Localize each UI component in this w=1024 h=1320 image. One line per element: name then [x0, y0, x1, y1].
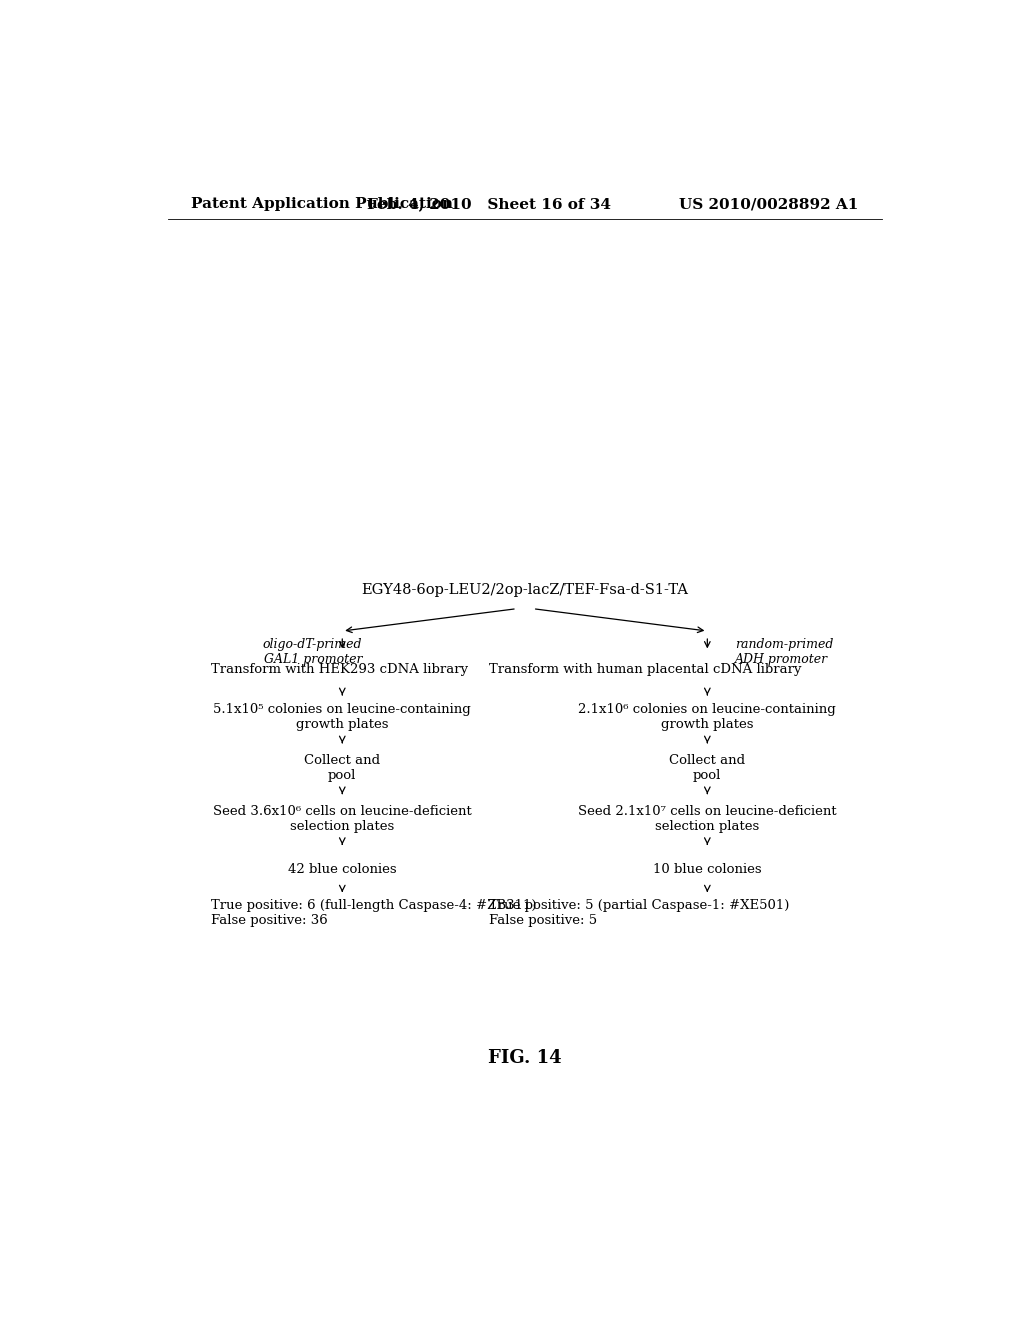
- Text: EGY48-6op-LEU2/2op-lacZ/TEF-Fsa-d-S1-TA: EGY48-6op-LEU2/2op-lacZ/TEF-Fsa-d-S1-TA: [361, 583, 688, 598]
- Text: Feb. 4, 2010   Sheet 16 of 34: Feb. 4, 2010 Sheet 16 of 34: [367, 197, 611, 211]
- Text: Seed 3.6x10⁶ cells on leucine-deficient
selection plates: Seed 3.6x10⁶ cells on leucine-deficient …: [213, 805, 472, 833]
- Text: 2.1x10⁶ colonies on leucine-containing
growth plates: 2.1x10⁶ colonies on leucine-containing g…: [579, 704, 837, 731]
- Text: Seed 2.1x10⁷ cells on leucine-deficient
selection plates: Seed 2.1x10⁷ cells on leucine-deficient …: [578, 805, 837, 833]
- Text: 5.1x10⁵ colonies on leucine-containing
growth plates: 5.1x10⁵ colonies on leucine-containing g…: [213, 704, 471, 731]
- Text: US 2010/0028892 A1: US 2010/0028892 A1: [679, 197, 858, 211]
- Text: Collect and
pool: Collect and pool: [304, 754, 380, 783]
- Text: True positive: 6 (full-length Caspase-4: #ZB311)
False positive: 36: True positive: 6 (full-length Caspase-4:…: [211, 899, 537, 927]
- Text: oligo-dT-primed
GAL1 promoter: oligo-dT-primed GAL1 promoter: [262, 638, 362, 667]
- Text: True positive: 5 (partial Caspase-1: #XE501)
False positive: 5: True positive: 5 (partial Caspase-1: #XE…: [489, 899, 790, 927]
- Text: Collect and
pool: Collect and pool: [670, 754, 745, 783]
- Text: random-primed
ADH promoter: random-primed ADH promoter: [735, 638, 834, 667]
- Text: 42 blue colonies: 42 blue colonies: [288, 863, 396, 876]
- Text: Transform with human placental cDNA library: Transform with human placental cDNA libr…: [489, 663, 802, 676]
- Text: 10 blue colonies: 10 blue colonies: [653, 863, 762, 876]
- Text: FIG. 14: FIG. 14: [488, 1049, 561, 1067]
- Text: Transform with HEK293 cDNA library: Transform with HEK293 cDNA library: [211, 663, 468, 676]
- Text: Patent Application Publication: Patent Application Publication: [191, 197, 454, 211]
